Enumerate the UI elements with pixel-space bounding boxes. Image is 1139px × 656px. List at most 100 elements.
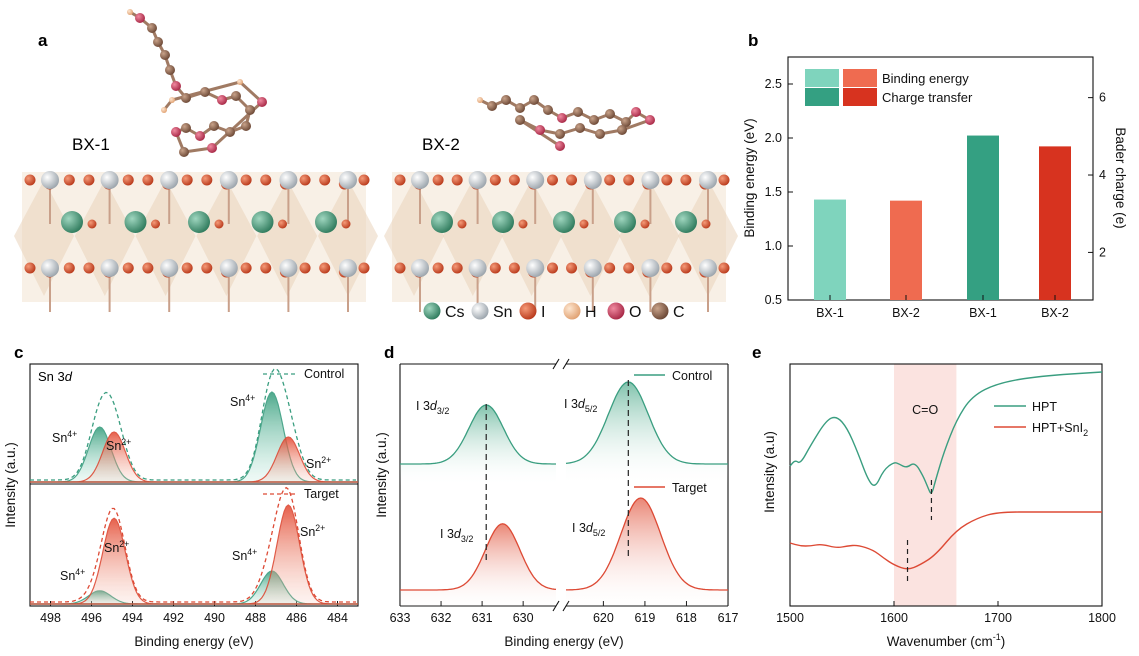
atom-legend-label-cs: Cs	[445, 304, 465, 321]
tin-atom	[339, 259, 357, 277]
octahedron	[560, 180, 621, 296]
c-target-peak-label-3-script: 4+	[247, 547, 257, 557]
iodine-atom	[718, 262, 730, 274]
iodine-atom	[680, 262, 692, 274]
iodine-atom	[640, 219, 650, 229]
b-bar-4	[1039, 146, 1071, 300]
molecule-atom	[153, 37, 163, 47]
molecule-atom	[135, 13, 145, 23]
molecule-atom	[195, 131, 205, 141]
iodine-atom	[661, 262, 673, 274]
molecule-atom	[161, 107, 167, 113]
c-target-peak-label-4-script: 2+	[315, 523, 325, 533]
octahedron	[74, 180, 135, 296]
tin-atom	[339, 171, 357, 189]
octahedron	[257, 180, 318, 296]
panel-b: b 0.5 1.0 1.5 2.0 2.5 2 4 6 BX-1 BX-2 BX-1 BX-2 Bind…	[742, 31, 1128, 320]
e-shaded-band	[894, 364, 957, 606]
molecule-atom	[171, 127, 181, 137]
tin-atom	[468, 259, 487, 277]
b-legend-label-binding: Binding energy	[882, 71, 969, 86]
d-target-curve-left	[400, 523, 557, 591]
iodine-atom	[240, 262, 252, 274]
c-xtick-label: 484	[327, 611, 348, 625]
tin-atom	[219, 171, 238, 189]
d-axis-break	[562, 358, 570, 370]
cesium-atom	[251, 211, 274, 233]
d-control-label-5-2-d: d	[578, 397, 586, 411]
b-ytick-label: 1.5	[765, 185, 782, 199]
d-control-label-5-2-sub: 5/2	[585, 404, 598, 414]
c-control-peak-label-4-script: 2+	[321, 455, 331, 465]
panel-c-title: Sn 3d	[38, 369, 73, 384]
c-target-peak-label-4: Sn2+	[300, 523, 325, 539]
c-control-peak-label-3-script: 4+	[245, 393, 255, 403]
iodine-atom	[299, 174, 311, 186]
d-target-fill-left	[400, 523, 556, 612]
cesium-atom	[188, 211, 210, 233]
c-target-peak-label-1: Sn4+	[60, 567, 85, 583]
b-bar-2	[890, 200, 922, 300]
d-target-label-5-2-sub: 5/2	[593, 528, 606, 538]
cesium-atom	[61, 211, 83, 233]
d-control-label-3-2-d: d	[430, 399, 438, 413]
iodine-atom	[661, 174, 673, 186]
c-xtick-label: 494	[122, 611, 143, 625]
atom-legend-marker-cs	[423, 302, 441, 320]
panel-e-xlabel: Wavenumber (cm-1)	[887, 632, 1006, 649]
octahedron	[384, 180, 444, 296]
e-annotation-co: C=O	[912, 403, 938, 417]
atom-legend-marker-sn	[471, 302, 489, 320]
c-target-peak-label-3: Sn4+	[232, 547, 257, 563]
panel-e: e 1500 1600 1700 1800 C=O HPT HPT+SnI2 Intensi…	[752, 343, 1116, 649]
panel-b-letter: b	[748, 31, 758, 50]
d-control-label-3-2-sub: 3/2	[437, 406, 450, 416]
c-target-peak-label-1-base: Sn	[60, 569, 75, 583]
c-xtick-label: 486	[286, 611, 307, 625]
molecule-atom	[605, 109, 615, 119]
atom-legend-marker-o	[607, 302, 625, 320]
molecule-atom	[555, 129, 565, 139]
tin-atom	[699, 259, 717, 277]
molecule-atom	[645, 115, 655, 125]
molecule-atom	[631, 107, 641, 117]
b-xtick-label: BX-2	[892, 306, 920, 320]
panel-d-letter: d	[384, 343, 394, 362]
c-xtick-label: 496	[81, 611, 102, 625]
molecule-atom	[181, 123, 191, 133]
iodine-atom	[718, 174, 730, 186]
molecule-atom	[529, 95, 539, 105]
iodine-atom	[489, 262, 501, 274]
octahedron	[196, 180, 257, 296]
c-target-peak-label-3-base: Sn	[232, 549, 247, 563]
c-control-peak-label-2: Sn2+	[106, 437, 131, 453]
iodine-atom	[214, 219, 224, 229]
structure-bx2	[384, 95, 738, 312]
molecule-atom	[487, 101, 497, 111]
iodine-atom	[278, 219, 287, 229]
molecule-atom	[515, 103, 525, 113]
tin-atom	[279, 259, 298, 277]
c-target-peak-label-1-script: 4+	[75, 567, 85, 577]
iodine-atom	[394, 174, 406, 186]
tin-atom	[41, 171, 59, 189]
b-ytick-label: 0.5	[765, 293, 782, 307]
d-axis-break	[552, 358, 560, 370]
tin-atom	[219, 259, 238, 277]
molecule-atom	[241, 121, 251, 131]
molecule-atom	[501, 95, 511, 105]
structure-label-bx2: BX-2	[422, 135, 460, 154]
molecule-atom	[515, 115, 525, 125]
molecule-atom	[595, 129, 605, 139]
e-xtick-label: 1500	[776, 611, 804, 625]
iodine-atom	[142, 174, 154, 186]
b-bar-1	[814, 199, 846, 300]
b-y2tick-label: 2	[1099, 245, 1106, 259]
molecule-atom	[575, 123, 585, 133]
iodine-atom	[260, 262, 272, 274]
d-target-curve-right	[566, 497, 728, 591]
e-frame	[789, 363, 1103, 607]
cesium-atom	[315, 211, 337, 233]
iodine-atom	[358, 174, 370, 186]
